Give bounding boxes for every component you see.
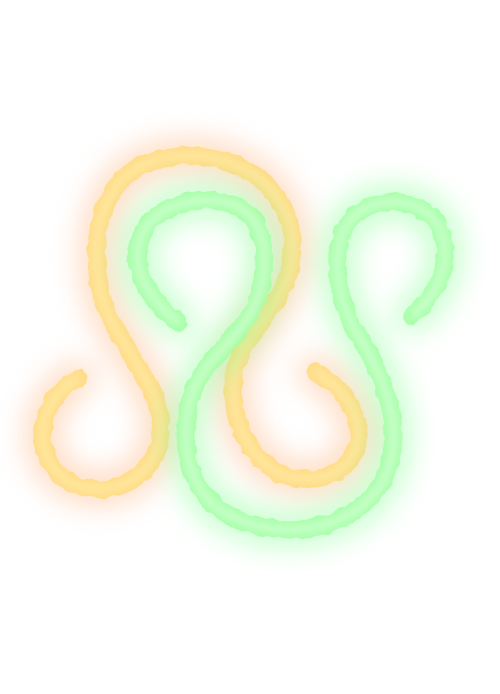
orange-swirl-core bbox=[40, 153, 361, 492]
green-swirl-core bbox=[134, 197, 448, 533]
green-glow-swirl bbox=[120, 183, 463, 547]
orange-glow-swirl bbox=[25, 138, 376, 507]
